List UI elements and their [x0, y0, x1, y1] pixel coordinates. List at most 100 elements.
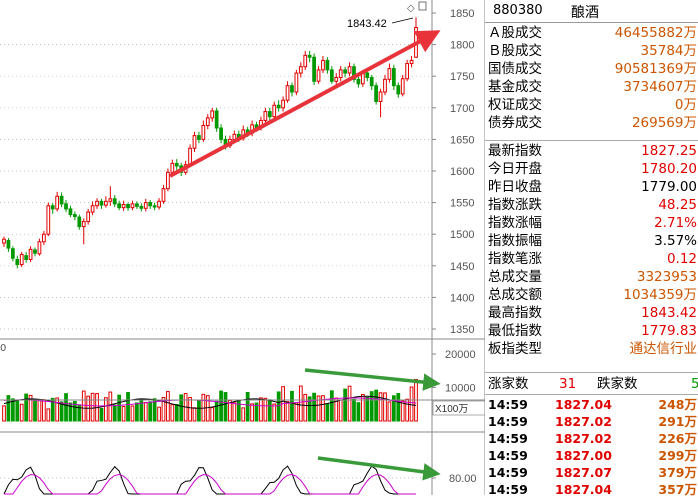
tick-price: 1827.04 [555, 482, 612, 497]
kline-chart[interactable]: 1850 1800 1750 1700 1650 1600 1550 1500 1450 1400… [0, 0, 485, 495]
divider [485, 372, 698, 373]
volume-bar-up [383, 392, 387, 422]
stock-header: 880380 酿酒 [485, 0, 698, 23]
volume-bar-down [254, 402, 259, 422]
candle-body-up [334, 76, 339, 82]
price-tick-label: 1750 [450, 71, 474, 83]
index-info-value: 1779.83 [641, 323, 697, 339]
candle-body-down [77, 216, 82, 228]
index-info-value: 1827.25 [641, 143, 697, 159]
tick-time: 14:59 [488, 482, 528, 497]
index-info-value: 1779.00 [641, 179, 697, 195]
candle-body-up [170, 162, 175, 173]
index-info-value: 1780.20 [641, 161, 697, 177]
volume-bar-up [387, 401, 392, 422]
candle-body-down [312, 56, 316, 82]
turnover-label: 基金成交 [488, 79, 542, 95]
volume-bar-up [143, 401, 148, 422]
window-icon[interactable] [418, 1, 427, 11]
tick-row: 14:59 1827.02 226万 [485, 430, 698, 447]
index-info-row: 指数涨幅 2.71% [485, 214, 698, 232]
volume-bar-up [157, 406, 161, 422]
volume-bar-up [298, 385, 303, 422]
volume-bar-down [152, 398, 157, 422]
turnover-value: 46455882万 [614, 25, 697, 41]
candle-body-up [298, 66, 303, 74]
index-info-label: 指数涨幅 [488, 215, 542, 231]
price-tick-label: 1350 [450, 324, 474, 336]
index-info-label: 总成交量 [488, 269, 542, 285]
volume-bar-down [50, 397, 55, 422]
index-info-value: 3.57% [654, 233, 697, 249]
tick-time: 14:59 [488, 448, 528, 463]
price-tick-label: 1850 [450, 8, 474, 20]
annotation-layer: 1843.42 ◇ 0 [0, 1, 441, 481]
candle-body-down [33, 249, 37, 254]
volume-bar-down [369, 391, 374, 422]
turnover-label: 国债成交 [488, 61, 542, 77]
volume-bar-down [356, 402, 361, 422]
volume-bar-down [15, 400, 20, 422]
candle-body-down [117, 203, 122, 209]
volume-bar-down [139, 398, 144, 422]
volume-bar-up [263, 397, 268, 422]
candle-body-down [356, 78, 361, 85]
up-count-value: 31 [559, 376, 577, 392]
candle-body-up [90, 205, 95, 213]
volume-bar-up [104, 397, 108, 422]
volume-bar-up [285, 401, 290, 422]
volume-bar-up [108, 391, 113, 422]
index-info-label: 最新指数 [488, 143, 542, 159]
index-info-row: 最低指数 1779.83 [485, 322, 698, 340]
index-info-value: 1034359万 [623, 287, 697, 303]
tick-amount: 299万 [658, 448, 697, 463]
volume-bar-up [192, 407, 197, 422]
volume-bar-up [259, 397, 263, 422]
trend-arrow-green-volume [304, 368, 441, 391]
turnover-value: 35784万 [640, 43, 697, 59]
candle-body-down [391, 68, 396, 87]
turnover-row: 权证成交 0万 [485, 96, 698, 114]
volume-bar-down [59, 401, 64, 422]
candle-body-down [148, 202, 153, 207]
volume-bar-down [236, 399, 241, 422]
candle-body-down [325, 59, 330, 71]
candle-body-up [405, 63, 410, 80]
candle-body-down [135, 203, 139, 207]
candle-body-up [161, 188, 166, 202]
price-tick-label: 1450 [450, 261, 474, 273]
candle-body-up [2, 238, 6, 244]
index-info-label: 指数涨跌 [488, 197, 542, 213]
turnover-row: 国债成交 90581369万 [485, 60, 698, 78]
kdj-k-line [3, 465, 416, 495]
index-info-label: 指数振幅 [488, 233, 542, 249]
volume-bar-down [290, 390, 294, 422]
volume-bar-down [24, 393, 29, 422]
candle-body-up [338, 69, 343, 78]
index-info-row: 指数笔涨 0.12 [485, 250, 698, 268]
candle-body-up [383, 78, 387, 93]
volume-bar-up [37, 399, 42, 422]
volume-bar-up [347, 385, 352, 422]
candle-body-up [294, 72, 299, 93]
max-price-pointer [391, 17, 414, 24]
candle-body-up [130, 203, 135, 209]
index-info-label: 昨日收盘 [488, 179, 542, 195]
candle-body-down [197, 135, 201, 140]
volume-bar-up [303, 393, 308, 422]
volume-bar-up [130, 405, 135, 422]
candle-body-up [143, 202, 148, 209]
candle-body-down [64, 203, 68, 210]
candle-body-up [321, 59, 325, 71]
tick-amount: 357万 [658, 482, 697, 497]
index-info-label: 最低指数 [488, 323, 542, 339]
candle-body-down [369, 76, 374, 87]
diamond-icon[interactable]: ◇ [407, 3, 415, 14]
volume-bar-up [210, 407, 215, 422]
tick-amount: 291万 [658, 414, 697, 429]
tick-price: 1827.07 [555, 465, 612, 480]
candle-body-up [263, 111, 268, 121]
candle-body-up [387, 68, 392, 80]
chart-area[interactable]: 1850 1800 1750 1700 1650 1600 1550 1500 1450 1400… [0, 0, 485, 495]
price-tick-label: 1700 [450, 103, 474, 115]
